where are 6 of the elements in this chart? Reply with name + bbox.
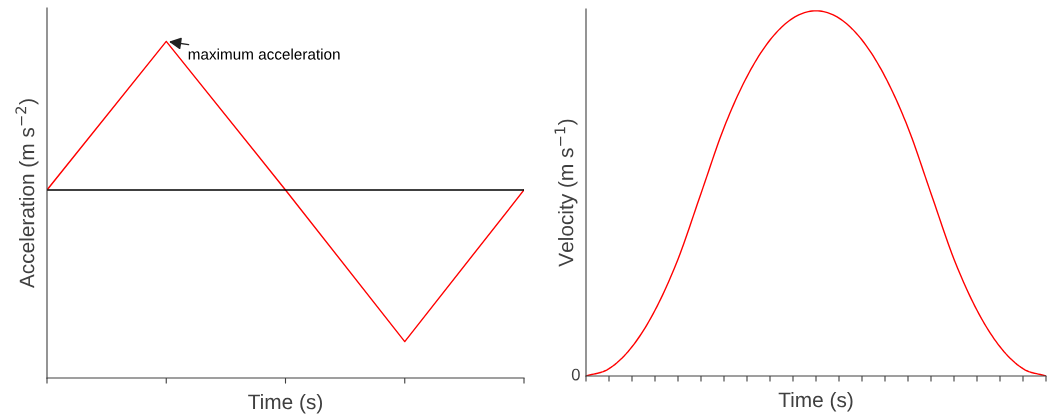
- y-axis-title: Acceleration (m s$^{−2}$): [15, 99, 39, 289]
- x-axis-title: Time (s): [778, 391, 853, 412]
- y-axis-title: Velocity (m s$^{−1}$): [554, 119, 578, 267]
- x-axis-title: Time (s): [248, 393, 323, 414]
- annotation: maximum acceleration: [188, 48, 340, 60]
- text: 0: [571, 368, 580, 381]
